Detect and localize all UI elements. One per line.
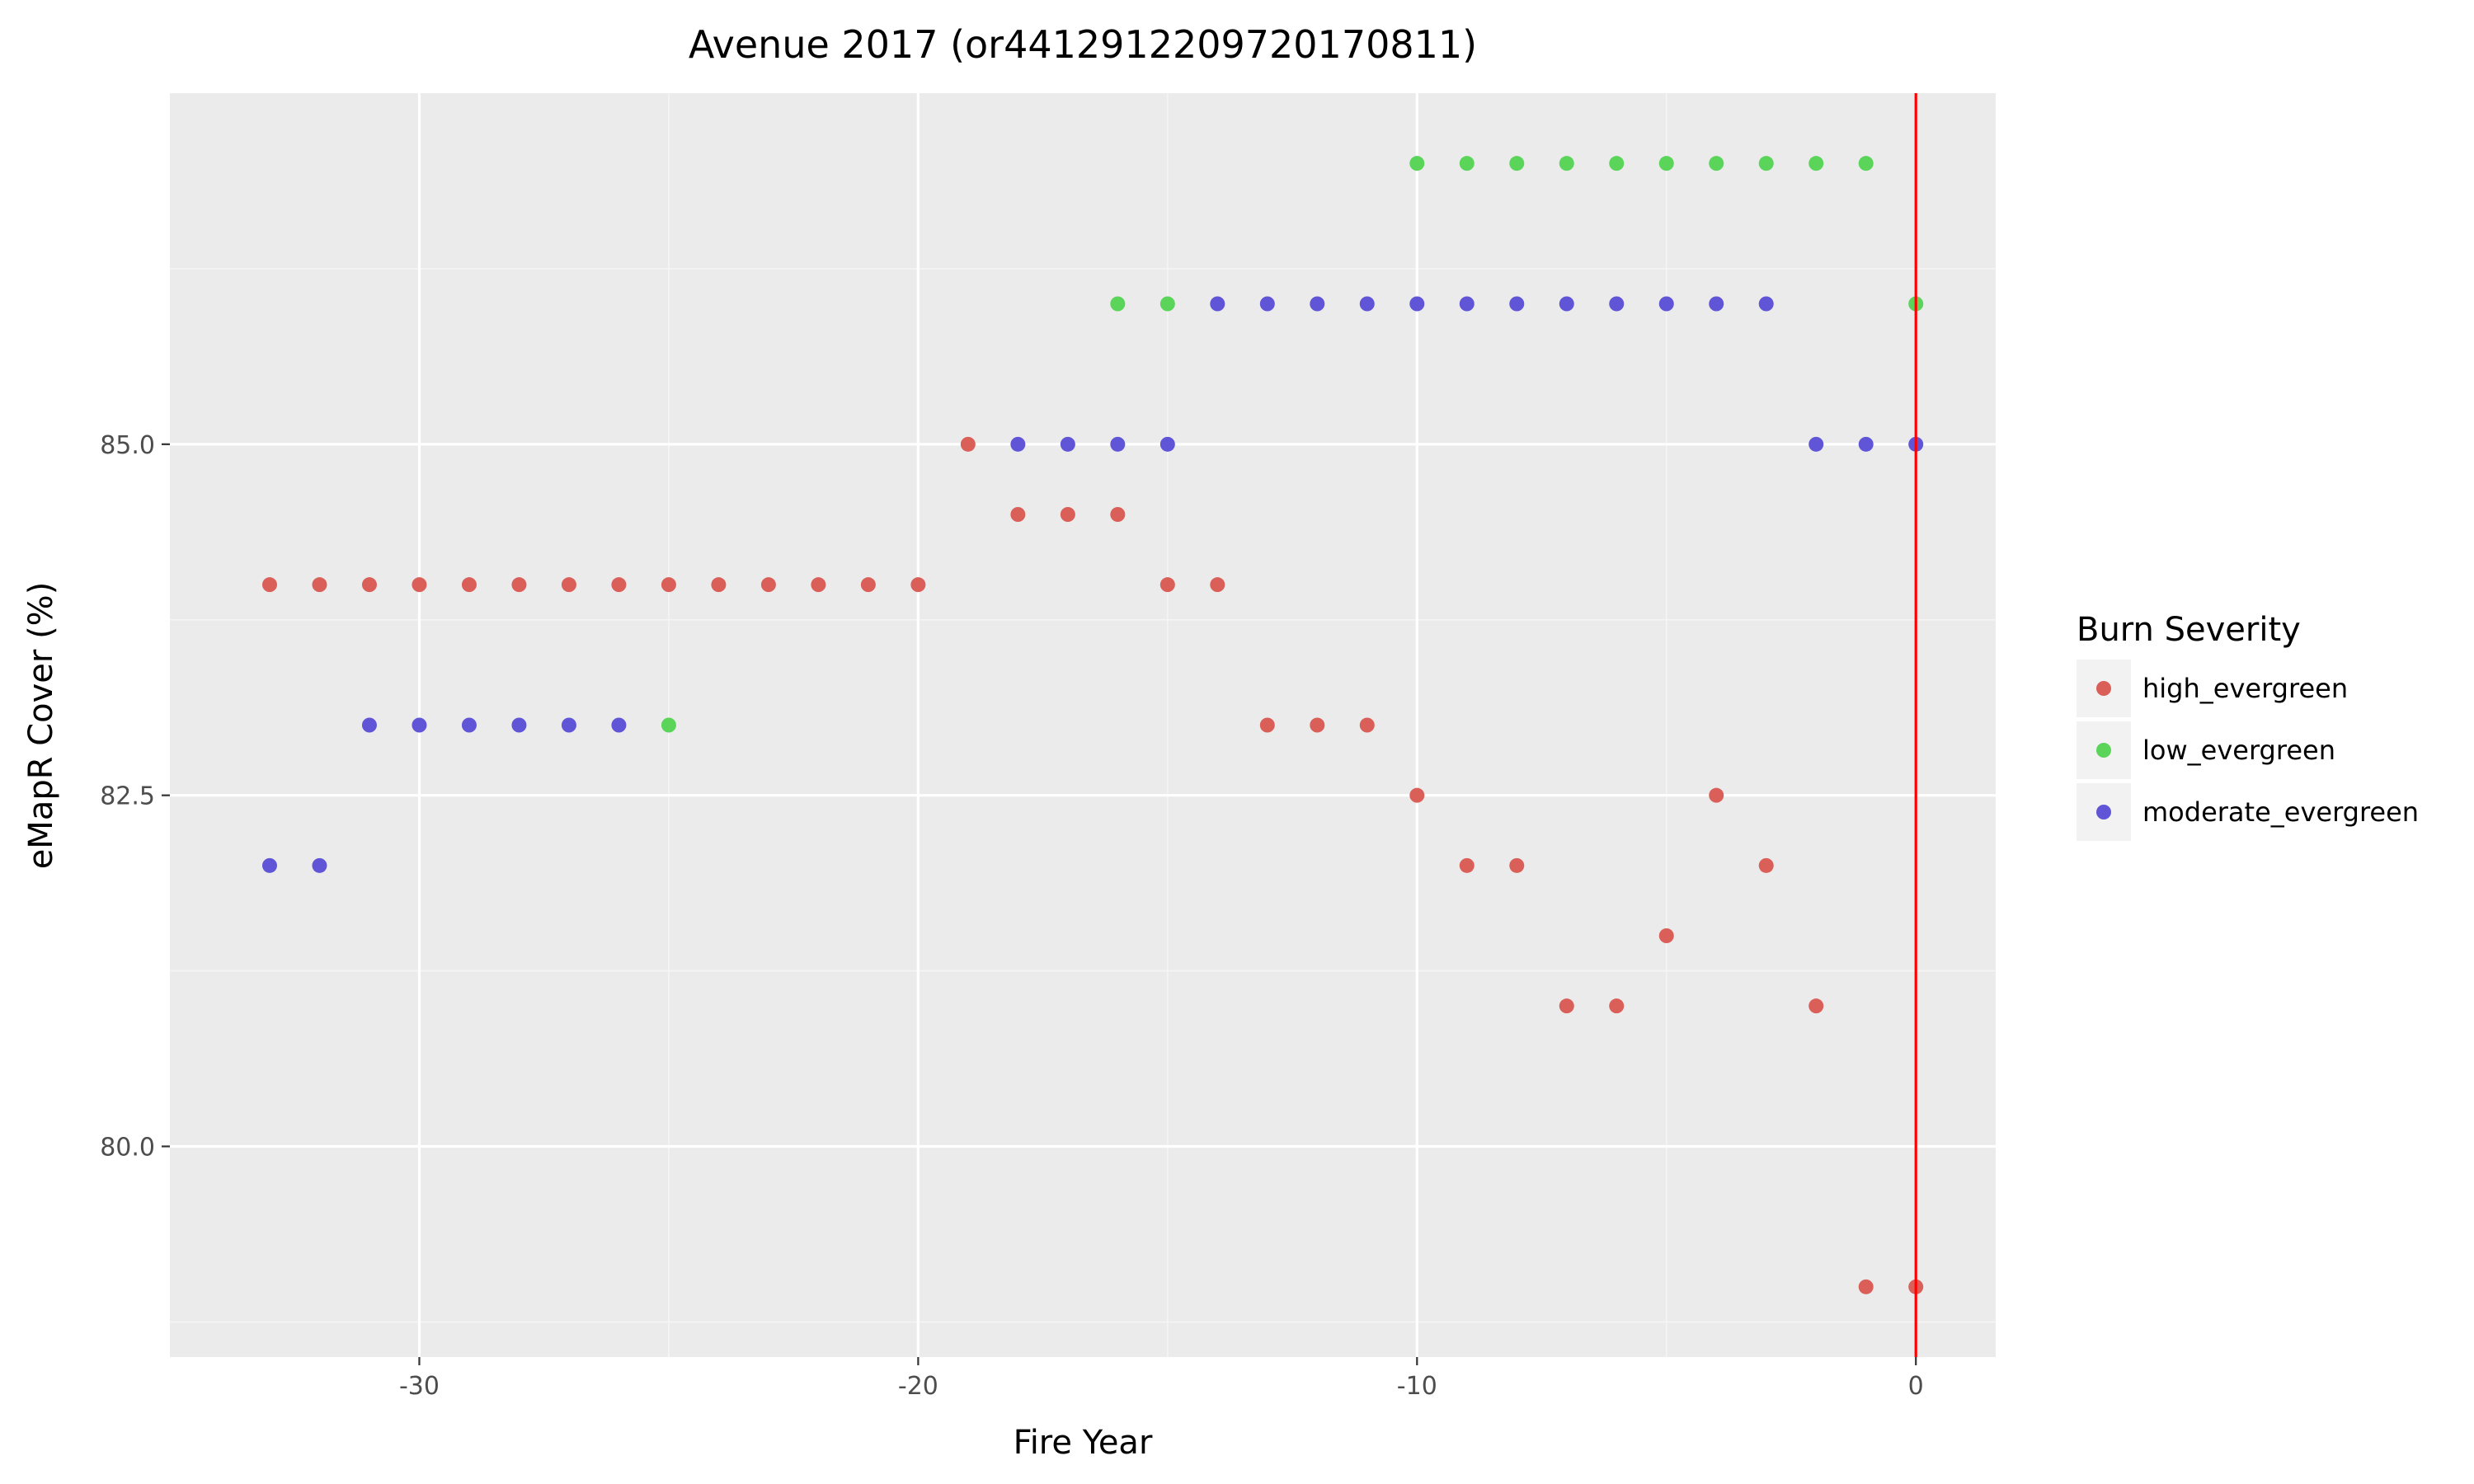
y-tick-label: 82.5 (100, 782, 155, 811)
point-high_evergreen (860, 577, 876, 593)
legend-key-point (2096, 805, 2111, 819)
point-high_evergreen (811, 577, 826, 593)
point-low_evergreen (1559, 156, 1574, 171)
point-low_evergreen (1609, 156, 1625, 171)
point-high_evergreen (1858, 1279, 1874, 1294)
point-moderate_evergreen (1509, 296, 1525, 312)
legend-key-point (2096, 743, 2111, 758)
point-high_evergreen (261, 577, 277, 593)
point-moderate_evergreen (1709, 296, 1724, 312)
chart-title: Avenue 2017 (or4412912209720170811) (689, 22, 1477, 67)
point-moderate_evergreen (1658, 296, 1674, 312)
legend-label: high_evergreen (2142, 673, 2348, 704)
x-tick-label: -10 (1397, 1372, 1437, 1401)
point-low_evergreen (1409, 156, 1425, 171)
legend-label: low_evergreen (2142, 735, 2335, 766)
point-low_evergreen (1110, 296, 1126, 312)
point-moderate_evergreen (1259, 296, 1275, 312)
point-moderate_evergreen (1409, 296, 1425, 312)
x-tick-label: 0 (1908, 1372, 1924, 1401)
point-high_evergreen (561, 577, 576, 593)
point-high_evergreen (661, 577, 676, 593)
point-low_evergreen (1509, 156, 1525, 171)
legend-key-point (2096, 681, 2111, 696)
x-axis-title: Fire Year (1014, 1424, 1153, 1462)
legend-label: moderate_evergreen (2142, 796, 2419, 828)
point-moderate_evergreen (1110, 436, 1126, 452)
point-high_evergreen (1259, 717, 1275, 733)
y-axis-ticks: 80.0 82.5 85.0 (100, 431, 170, 1162)
legend-items: high_evergreen low_evergreen moderate_ever… (2077, 660, 2419, 841)
point-high_evergreen (760, 577, 776, 593)
point-moderate_evergreen (561, 717, 576, 733)
point-moderate_evergreen (1359, 296, 1375, 312)
point-moderate_evergreen (1310, 296, 1325, 312)
point-high_evergreen (1808, 998, 1824, 1014)
point-high_evergreen (1758, 857, 1774, 873)
point-moderate_evergreen (511, 717, 527, 733)
point-low_evergreen (1808, 156, 1824, 171)
point-moderate_evergreen (1459, 296, 1475, 312)
point-low_evergreen (1159, 296, 1175, 312)
data-points (261, 156, 1924, 1294)
point-high_evergreen (1159, 577, 1175, 593)
point-moderate_evergreen (312, 857, 327, 873)
point-moderate_evergreen (1010, 436, 1026, 452)
plot-panel (170, 93, 1996, 1357)
point-high_evergreen (412, 577, 427, 593)
point-high_evergreen (1310, 717, 1325, 733)
point-moderate_evergreen (1808, 436, 1824, 452)
point-high_evergreen (1210, 577, 1225, 593)
y-tick-label: 85.0 (100, 431, 155, 460)
point-high_evergreen (1459, 857, 1475, 873)
point-high_evergreen (611, 577, 627, 593)
point-moderate_evergreen (1609, 296, 1625, 312)
point-high_evergreen (361, 577, 377, 593)
y-tick-label: 80.0 (100, 1134, 155, 1162)
point-high_evergreen (1060, 507, 1075, 522)
legend: Burn Severity high_evergreen low_evergree… (2077, 611, 2419, 841)
point-moderate_evergreen (412, 717, 427, 733)
point-moderate_evergreen (1210, 296, 1225, 312)
point-moderate_evergreen (1159, 436, 1175, 452)
point-moderate_evergreen (1758, 296, 1774, 312)
y-axis-title: eMapR Cover (%) (22, 582, 60, 870)
point-low_evergreen (1658, 156, 1674, 171)
point-low_evergreen (661, 717, 676, 733)
point-high_evergreen (711, 577, 727, 593)
point-high_evergreen (960, 436, 976, 452)
point-high_evergreen (1409, 787, 1425, 803)
point-high_evergreen (1010, 507, 1026, 522)
point-moderate_evergreen (1858, 436, 1874, 452)
point-moderate_evergreen (611, 717, 627, 733)
x-tick-label: -20 (898, 1372, 938, 1401)
point-high_evergreen (910, 577, 926, 593)
point-high_evergreen (461, 577, 477, 593)
point-low_evergreen (1459, 156, 1475, 171)
x-axis-ticks: -30 -20 -10 0 (399, 1357, 1924, 1401)
x-tick-label: -30 (399, 1372, 440, 1401)
point-moderate_evergreen (461, 717, 477, 733)
legend-title: Burn Severity (2077, 611, 2301, 649)
point-high_evergreen (1658, 928, 1674, 943)
point-moderate_evergreen (1060, 436, 1075, 452)
point-high_evergreen (312, 577, 327, 593)
point-high_evergreen (1709, 787, 1724, 803)
point-high_evergreen (1110, 507, 1126, 522)
point-high_evergreen (1359, 717, 1375, 733)
point-high_evergreen (1509, 857, 1525, 873)
point-moderate_evergreen (1559, 296, 1574, 312)
point-low_evergreen (1709, 156, 1724, 171)
point-moderate_evergreen (261, 857, 277, 873)
point-high_evergreen (511, 577, 527, 593)
point-moderate_evergreen (361, 717, 377, 733)
point-high_evergreen (1609, 998, 1625, 1014)
point-high_evergreen (1559, 998, 1574, 1014)
point-low_evergreen (1858, 156, 1874, 171)
point-low_evergreen (1758, 156, 1774, 171)
